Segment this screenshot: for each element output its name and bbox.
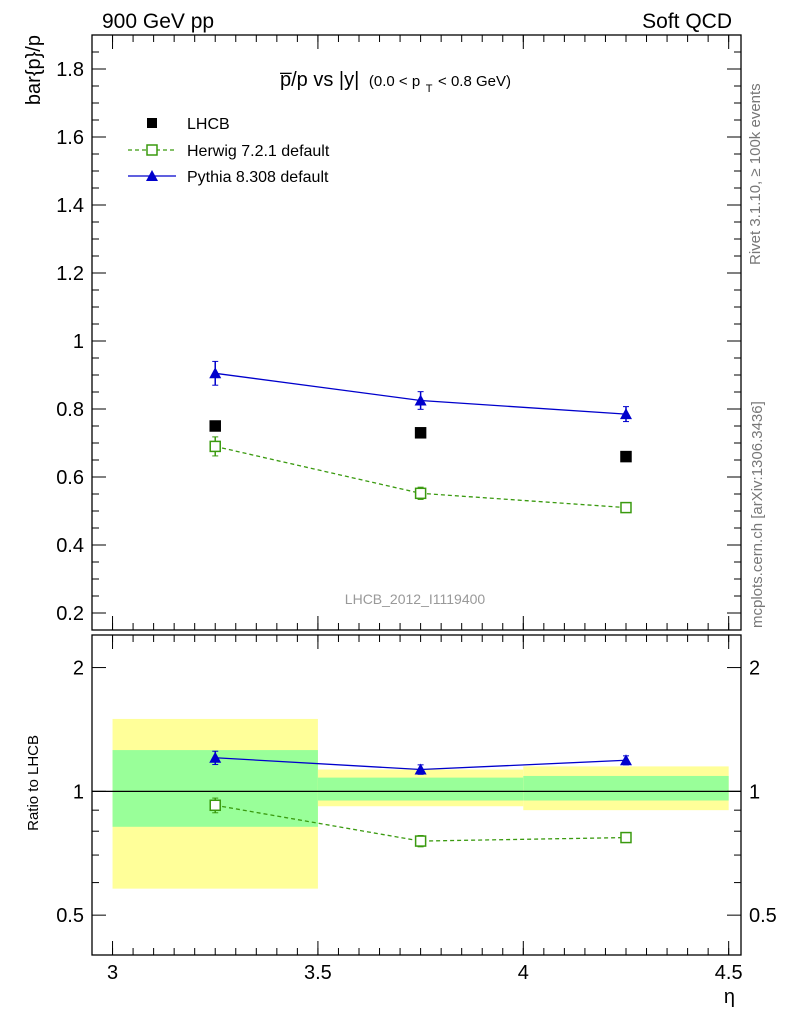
- mcplots-reference-label: mcplots.cern.ch [arXiv:1306.3436]: [749, 401, 766, 628]
- ratio-point: [620, 831, 632, 844]
- legend-label-lhcb: LHCB: [187, 116, 230, 133]
- x-tick-label: 4: [518, 962, 529, 984]
- chart-title-sub: (0.0 < p: [369, 73, 420, 90]
- chart-title-main: p̅/p vs |y|: [280, 69, 359, 91]
- ratio-y-axis-label: Ratio to LHCB: [25, 735, 42, 831]
- ratio-point: [209, 751, 222, 763]
- legend-label-pythia: Pythia 8.308 default: [187, 169, 329, 186]
- ratio-stat-band: [317, 777, 524, 801]
- legend-entry-herwig: Herwig 7.2.1 default: [128, 143, 330, 160]
- ratio-y-tick-label: 1: [73, 781, 84, 803]
- x-axis-label: η: [724, 986, 735, 1008]
- legend-marker-pythia: [146, 170, 158, 181]
- ratio-y-tick-label: 0.5: [56, 905, 84, 927]
- ratio-point: [619, 754, 632, 766]
- data-point: [209, 440, 221, 453]
- data-point: [209, 367, 222, 379]
- chart-title-sub-end: < 0.8 GeV): [438, 73, 511, 90]
- x-tick-label: 3: [107, 962, 118, 984]
- data-point: [619, 408, 632, 420]
- series-1-ratio: [209, 797, 632, 848]
- ratio-y-tick-label: 2: [73, 658, 84, 680]
- ratio-series-line: [215, 804, 626, 842]
- main-y-tick-label: 1.8: [56, 59, 84, 81]
- ratio-panel-frame: [91, 634, 742, 956]
- legend: LHCB Herwig 7.2.1 default Pythia 8.308 d…: [128, 116, 330, 186]
- x-tick-label: 4.5: [715, 962, 743, 984]
- main-y-tick-label: 1.4: [56, 195, 84, 217]
- legend-label-herwig: Herwig 7.2.1 default: [187, 143, 330, 160]
- ratio-stat-band: [523, 775, 729, 801]
- data-point: [620, 501, 632, 514]
- header-left-label: 900 GeV pp: [102, 10, 214, 33]
- series-2-main: [209, 360, 632, 423]
- main-panel: 0.2 0.4 0.6 0.8 1 1.2 1.4 1.6 1.8: [56, 34, 742, 955]
- ratio-y-tick-label-right: 0.5: [749, 905, 777, 927]
- main-y-axis-label: bar{p}/p: [23, 35, 45, 105]
- ratio-point: [414, 835, 427, 847]
- data-point: [414, 394, 427, 406]
- main-y-tick-label: 1.2: [56, 263, 84, 285]
- analysis-watermark: LHCB_2012_I1119400: [345, 591, 486, 607]
- legend-marker-lhcb: [147, 118, 157, 128]
- ratio-point: [414, 763, 427, 775]
- x-tick-label: 3.5: [304, 962, 332, 984]
- series-2-ratio: [209, 750, 632, 775]
- rivet-version-label: Rivet 3.1.10, ≥ 100k events: [747, 83, 764, 265]
- main-y-tick-label: 0.4: [56, 535, 84, 557]
- main-y-tick-label: 1.6: [56, 127, 84, 149]
- data-point: [414, 487, 427, 500]
- data-point: [620, 450, 632, 463]
- ratio-panel: 0.5 0.5 1 1 2 2 3 3.5 4 4.5: [56, 634, 777, 984]
- main-panel-frame: [91, 34, 742, 631]
- main-y-tick-label: 0.8: [56, 399, 84, 421]
- ratio-point: [209, 799, 221, 812]
- ratio-y-tick-label-right: 1: [749, 781, 760, 803]
- chart-title-sub-index: T: [426, 83, 433, 95]
- data-point: [414, 427, 427, 439]
- series-1-main: [209, 436, 632, 514]
- main-y-tick-label: 1: [73, 331, 84, 353]
- main-y-tick-label: 0.6: [56, 467, 84, 489]
- legend-marker-herwig: [146, 144, 158, 156]
- ratio-y-tick-label-right: 2: [749, 658, 760, 680]
- series-0-main: [209, 420, 632, 463]
- chart-title: p̅/p vs |y| (0.0 < p T < 0.8 GeV): [280, 69, 511, 97]
- legend-entry-lhcb: LHCB: [147, 116, 230, 133]
- main-y-tick-label: 0.2: [56, 603, 84, 625]
- data-point: [209, 420, 221, 432]
- header-right-label: Soft QCD: [642, 10, 732, 33]
- legend-entry-pythia: Pythia 8.308 default: [128, 169, 329, 186]
